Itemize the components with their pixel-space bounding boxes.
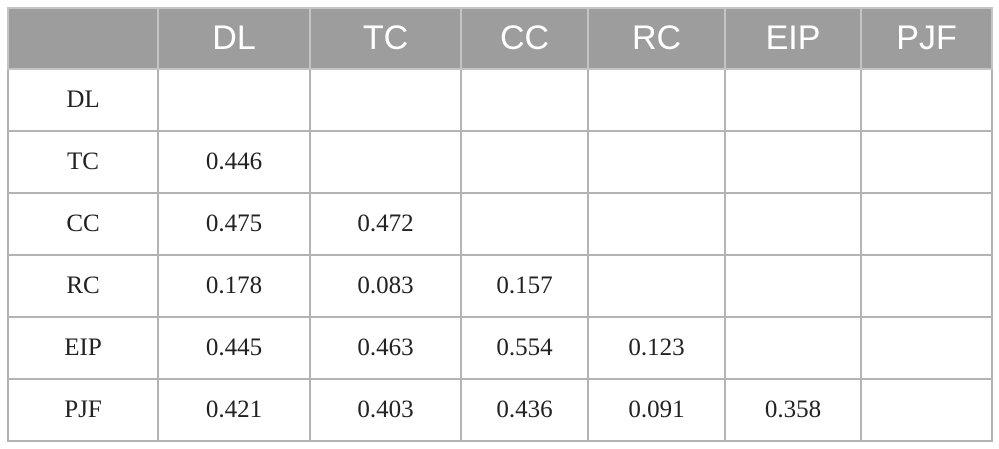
cell: [724, 68, 862, 132]
row-header: RC: [7, 254, 159, 318]
cell: [309, 130, 462, 194]
cell: 0.178: [157, 254, 311, 318]
row-header: PJF: [7, 378, 159, 442]
cell: 0.091: [587, 378, 726, 442]
cell: [460, 68, 589, 132]
cell: 0.445: [157, 316, 311, 380]
cell: [724, 192, 862, 256]
cell: [860, 68, 993, 132]
cell: 0.472: [309, 192, 462, 256]
column-header: TC: [309, 7, 462, 70]
row-header: TC: [7, 130, 159, 194]
table-row: PJF 0.421 0.403 0.436 0.091 0.358: [7, 378, 993, 442]
cell: 0.475: [157, 192, 311, 256]
cell: [587, 192, 726, 256]
cell: 0.463: [309, 316, 462, 380]
cell: [460, 192, 589, 256]
cell: [860, 378, 993, 442]
table-row: CC 0.475 0.472: [7, 192, 993, 256]
cell: 0.358: [724, 378, 862, 442]
cell: [460, 130, 589, 194]
table-row: TC 0.446: [7, 130, 993, 194]
column-header: CC: [460, 7, 589, 70]
cell: 0.554: [460, 316, 589, 380]
cell: 0.403: [309, 378, 462, 442]
cell: 0.446: [157, 130, 311, 194]
cell: [860, 130, 993, 194]
column-header: PJF: [860, 7, 993, 70]
row-header: CC: [7, 192, 159, 256]
correlation-table: DL TC CC RC EIP PJF DL TC 0.446 CC 0.475 0.472 RC 0.…: [7, 7, 993, 442]
cell: [724, 130, 862, 194]
table-body: DL TC 0.446 CC 0.475 0.472 RC 0.178 0.083 0.157 EI…: [7, 68, 993, 442]
table-row: DL: [7, 68, 993, 132]
column-header: DL: [157, 7, 311, 70]
row-header: DL: [7, 68, 159, 132]
cell: 0.157: [460, 254, 589, 318]
cell: [587, 130, 726, 194]
cell: 0.123: [587, 316, 726, 380]
cell: 0.083: [309, 254, 462, 318]
cell: [587, 254, 726, 318]
cell: [860, 192, 993, 256]
cell: 0.421: [157, 378, 311, 442]
column-header: EIP: [724, 7, 862, 70]
table-row: EIP 0.445 0.463 0.554 0.123: [7, 316, 993, 380]
cell: [860, 316, 993, 380]
cell: [724, 254, 862, 318]
row-header: EIP: [7, 316, 159, 380]
cell: [587, 68, 726, 132]
cell: [309, 68, 462, 132]
table-row: RC 0.178 0.083 0.157: [7, 254, 993, 318]
cell: [724, 316, 862, 380]
cell: [157, 68, 311, 132]
header-row: DL TC CC RC EIP PJF: [7, 7, 993, 70]
cell: 0.436: [460, 378, 589, 442]
cell: [860, 254, 993, 318]
column-header: RC: [587, 7, 726, 70]
corner-cell: [7, 7, 159, 70]
